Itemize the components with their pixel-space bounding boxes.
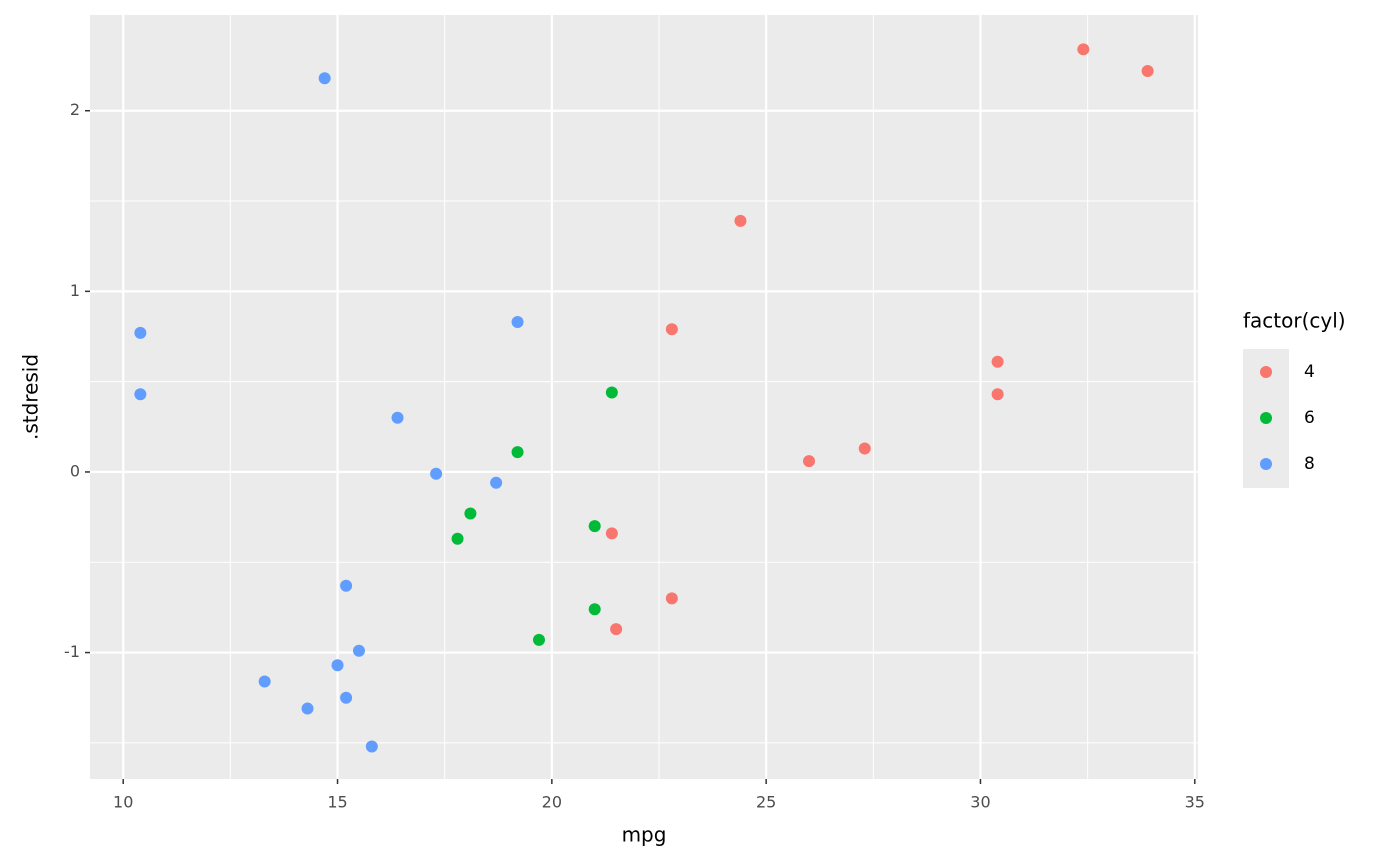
point [1077,43,1090,56]
panel-background [90,15,1198,779]
point [340,579,353,592]
y-tick-label: 1 [70,281,80,300]
point [511,316,524,329]
legend-label: 4 [1304,362,1315,382]
y-tick-label: -1 [64,642,80,661]
point [451,532,464,545]
x-tick-label: 25 [756,793,776,812]
point [532,633,545,646]
point [490,476,503,489]
point [803,455,816,468]
point [340,691,353,704]
point [134,388,147,401]
point [258,675,271,688]
y-tick-label: 0 [70,461,80,480]
legend-label: 8 [1304,454,1315,474]
point [991,388,1004,401]
point [301,702,314,715]
point [430,467,443,480]
point [610,623,623,636]
point [365,740,378,753]
y-tick-label: 2 [70,100,80,119]
point [134,326,147,339]
point [588,520,601,533]
point [858,442,871,455]
legend-label: 6 [1304,408,1315,428]
point [318,72,331,85]
x-tick-label: 20 [542,793,562,812]
point [605,386,618,399]
point [665,323,678,336]
point [511,446,524,459]
legend-title: factor(cyl) [1243,309,1346,333]
x-tick-label: 30 [970,793,990,812]
x-tick-label: 15 [327,793,347,812]
legend-key [1260,412,1272,424]
point [391,411,404,424]
point [588,603,601,616]
point [331,659,344,672]
point [734,214,747,227]
legend-key [1260,458,1272,470]
point [605,527,618,540]
x-tick-label: 35 [1185,793,1205,812]
y-axis-title: .stdresid [19,354,43,440]
x-tick-label: 10 [113,793,133,812]
point [665,592,678,605]
point [1141,64,1154,77]
point [991,355,1004,368]
x-axis-title: mpg [622,823,667,847]
point [464,507,477,520]
point [352,644,365,657]
legend-key [1260,366,1272,378]
